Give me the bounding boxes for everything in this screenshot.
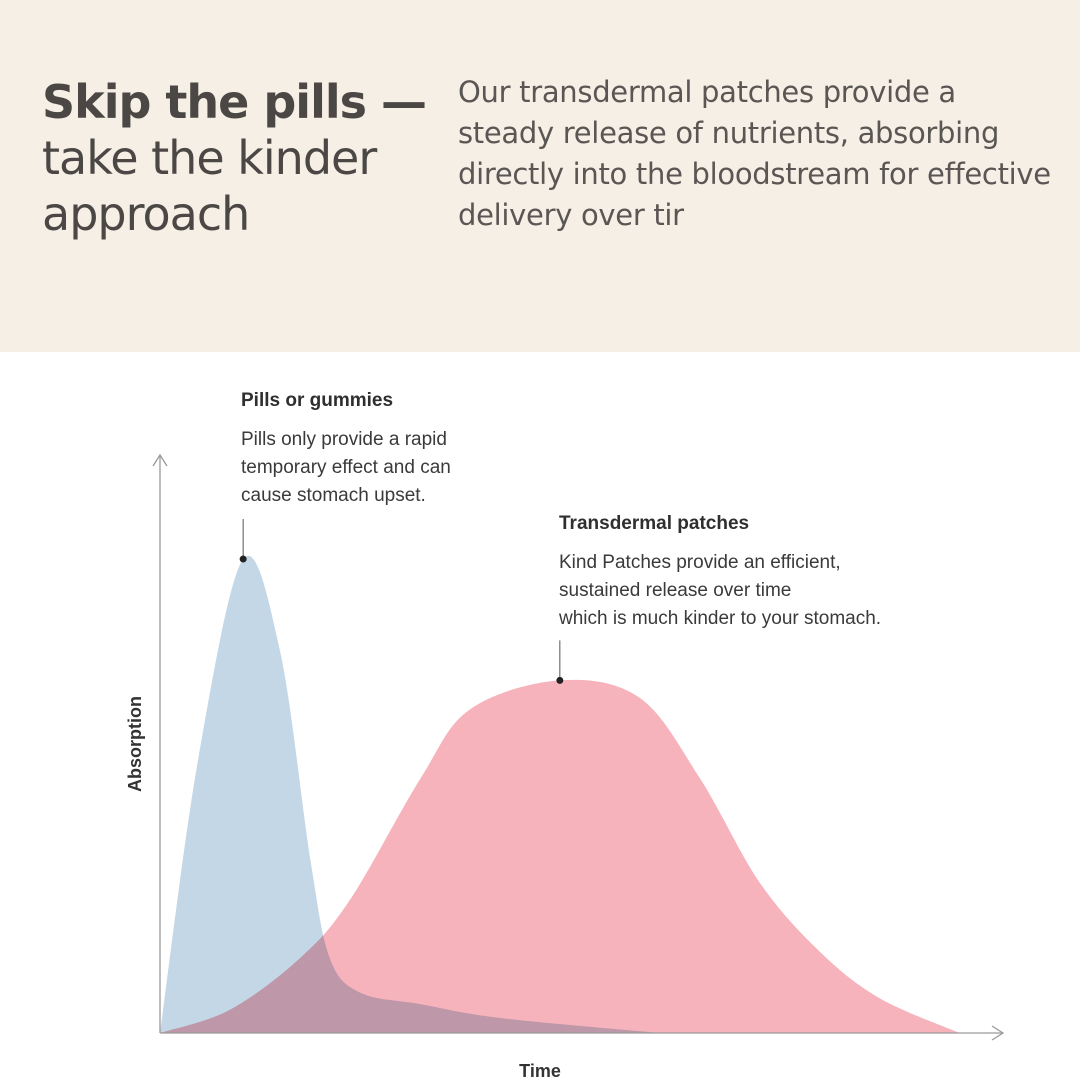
headline: Skip the pills — take the kinder approac…: [42, 74, 442, 242]
peak-markers: [239, 519, 564, 684]
hero-banner: Skip the pills — take the kinder approac…: [0, 0, 1080, 352]
annotation-title: Pills or gummies: [241, 390, 393, 411]
area-pills: [160, 555, 660, 1033]
absorption-chart: Time Absorption Pills or gummies Pills o…: [125, 390, 1005, 1080]
peak-point-pills: [239, 555, 247, 563]
annotation-line: Kind Patches provide an efficient,: [559, 552, 841, 573]
chart-areas: [160, 555, 960, 1033]
annotation-line: cause stomach upset.: [241, 485, 426, 506]
x-axis-label: Time: [519, 1061, 561, 1080]
intro-text: Our transdermal patches provide a steady…: [458, 75, 1051, 232]
headline-line: take the kinder: [42, 131, 377, 185]
annotation-line: temporary effect and can: [241, 457, 451, 478]
headline-bold: Skip the pills —: [42, 75, 427, 129]
annotation-line: sustained release over time: [559, 580, 791, 601]
area-patches: [160, 679, 960, 1033]
headline-line: approach: [42, 187, 250, 241]
peak-point-patches: [556, 676, 564, 684]
annotation-patches: Transdermal patches Kind Patches provide…: [558, 513, 881, 629]
x-axis-arrow-icon: [991, 1025, 1005, 1041]
y-axis-arrow-icon: [152, 453, 168, 467]
annotation-pills: Pills or gummies Pills only provide a ra…: [241, 390, 451, 506]
annotation-title: Transdermal patches: [559, 513, 749, 534]
annotation-line: which is much kinder to your stomach.: [558, 608, 881, 629]
y-axis-label: Absorption: [125, 696, 145, 792]
annotation-line: Pills only provide a rapid: [241, 429, 447, 450]
